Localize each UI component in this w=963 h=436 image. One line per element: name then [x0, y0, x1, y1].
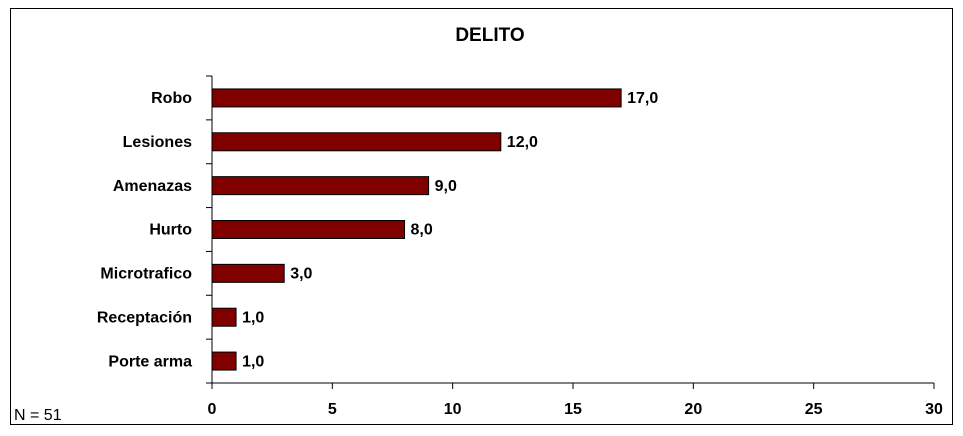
y-tick-label: Receptación — [97, 309, 192, 326]
bar — [211, 132, 502, 152]
y-tick-label: Robo — [151, 90, 192, 107]
value-label: 3,0 — [290, 266, 312, 283]
x-tick-label: 0 — [208, 401, 217, 418]
bar — [211, 176, 430, 196]
value-label: 1,0 — [242, 309, 264, 326]
annotation: N = 51 — [14, 407, 62, 424]
chart-border — [10, 8, 953, 425]
x-tick-label: 30 — [925, 401, 943, 418]
y-tick-label: Hurto — [149, 222, 192, 239]
bar — [211, 263, 285, 283]
bar — [211, 351, 237, 371]
value-label: 1,0 — [242, 353, 264, 370]
x-tick-label: 20 — [684, 401, 702, 418]
value-label: 9,0 — [435, 178, 457, 195]
bar — [211, 88, 622, 108]
value-label: 8,0 — [411, 222, 433, 239]
y-tick-label: Porte arma — [108, 353, 192, 370]
y-tick-label: Microtrafico — [100, 266, 192, 283]
bar — [211, 307, 237, 327]
x-tick-label: 10 — [444, 401, 462, 418]
value-label: 17,0 — [627, 90, 658, 107]
x-tick-label: 25 — [805, 401, 823, 418]
y-tick-label: Lesiones — [123, 134, 192, 151]
x-tick-label: 15 — [564, 401, 582, 418]
value-label: 12,0 — [507, 134, 538, 151]
y-tick-label: Amenazas — [113, 178, 192, 195]
bar — [211, 220, 406, 239]
x-tick-label: 5 — [328, 401, 337, 418]
chart-title: DELITO — [455, 25, 524, 46]
